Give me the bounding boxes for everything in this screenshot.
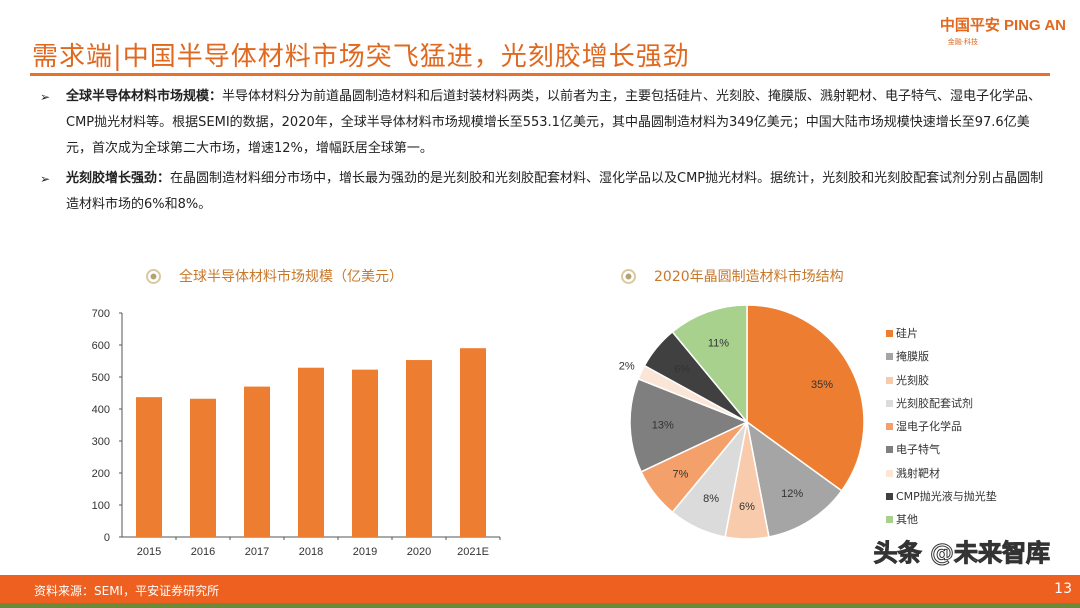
legend-swatch [886, 469, 893, 477]
slice-label: 13% [652, 420, 674, 432]
circle-bullet-icon [621, 268, 636, 284]
bar-chart-title-text: 全球半导体材料市场规模（亿美元） [179, 269, 403, 285]
bar [352, 369, 378, 537]
legend-item: 光刻胶 [886, 369, 997, 392]
footer-line [0, 603, 1080, 608]
source-note: 资料来源：SEMI，平安证券研究所 [34, 584, 220, 598]
y-tick-label: 500 [92, 372, 110, 384]
legend-item: 硅片 [886, 322, 997, 345]
legend-swatch [886, 330, 893, 337]
logo-text: 中国平安 PING AN [939, 17, 1066, 34]
page-number: 13 [1054, 581, 1072, 597]
slice-label: 8% [703, 493, 719, 505]
legend-label: 光刻胶 [896, 373, 929, 387]
bar-chart: 0 100 200 300 400 500 600 700 2015 2016 2017 2018 20… [92, 308, 501, 558]
slice-label: 12% [781, 488, 803, 500]
legend-swatch [886, 516, 893, 524]
footer-bar: 资料来源：SEMI，平安证券研究所 13 [0, 575, 1080, 603]
bar [298, 367, 324, 537]
bullet-text: 半导体材料分为前道晶圆制造材料和后道封装材料两类，以前者为主，主要包括硅片、光刻… [66, 89, 1042, 156]
y-tick-label: 600 [92, 340, 110, 352]
bullet-heading: 光刻胶增长强劲： [66, 171, 171, 186]
bullet-heading: 全球半导体材料市场规模： [66, 89, 223, 104]
pingan-logo: 中国平安 PING AN 金融·科技 [940, 14, 1066, 47]
bar-chart-title: 全球半导体材料市场规模（亿美元） [146, 266, 403, 286]
bullet-item: ➢ 光刻胶增长强劲：在晶圆制造材料细分市场中，增长最为强劲的是光刻胶和光刻胶配套材… [40, 166, 1050, 218]
x-tick-label: 2018 [299, 546, 323, 558]
legend-item: CMP抛光液与抛光垫 [886, 485, 997, 508]
bar [190, 398, 216, 537]
legend-label: 其他 [896, 513, 918, 527]
bar [136, 397, 162, 537]
legend-swatch [886, 493, 893, 501]
x-tick-label: 2015 [137, 546, 161, 558]
slice-label: 35% [811, 379, 833, 391]
bullet-item: ➢ 全球半导体材料市场规模：半导体材料分为前道晶圆制造材料和后道封装材料两类，以前… [40, 84, 1050, 162]
bar [460, 348, 486, 537]
legend-item: 其他 [886, 508, 997, 531]
bar [244, 386, 270, 537]
arrow-bullet-icon: ➢ [40, 90, 51, 104]
pie-chart-title-text: 2020年晶圆制造材料市场结构 [654, 269, 844, 285]
legend-swatch [886, 446, 893, 454]
legend-item: 湿电子化学品 [886, 415, 997, 438]
legend-item: 溅射靶材 [886, 462, 997, 485]
pie-chart-title: 2020年晶圆制造材料市场结构 [621, 266, 844, 286]
slice-label: 7% [672, 469, 688, 481]
x-tick-label: 2017 [245, 546, 269, 558]
pie-slice [745, 420, 843, 538]
pie-slice [746, 304, 865, 492]
legend-label: 掩膜版 [896, 350, 929, 364]
x-tick-label: 2019 [353, 546, 377, 558]
logo-subtitle: 金融·科技 [947, 38, 978, 46]
pie-legend: 硅片掩膜版光刻胶光刻胶配套试剂 湿电子化学品 电子特气溅射靶材 CMP抛光液与抛光垫其… [886, 322, 997, 532]
y-tick-label: 0 [104, 532, 110, 544]
y-tick-label: 300 [92, 436, 110, 448]
y-tick-label: 100 [92, 500, 110, 512]
slice-label: 11% [708, 338, 729, 350]
page-title: 需求端|中国半导体材料市场突飞猛进，光刻胶增长强劲 [32, 42, 690, 72]
legend-swatch [886, 353, 893, 361]
bullet-list: ➢ 全球半导体材料市场规模：半导体材料分为前道晶圆制造材料和后道封装材料两类，以前… [40, 84, 1050, 222]
y-tick-label: 400 [92, 404, 110, 416]
legend-label: 光刻胶配套试剂 [896, 396, 973, 410]
y-tick-label: 200 [92, 468, 110, 480]
legend-swatch [886, 423, 893, 431]
pie-chart: 35% 12% 6% 8% 7% 13% 2% 6% 11% [619, 304, 865, 540]
legend-swatch [886, 376, 893, 384]
legend-label: 溅射靶材 [896, 466, 940, 480]
pie-slice [671, 304, 748, 425]
x-tick-label: 2021E [457, 546, 489, 558]
slice-label: 6% [739, 501, 755, 513]
arrow-bullet-icon: ➢ [40, 172, 51, 186]
legend-label: 硅片 [896, 327, 918, 340]
legend-swatch [886, 399, 893, 407]
y-tick-label: 700 [92, 308, 110, 320]
bar [406, 360, 432, 537]
x-tick-label: 2016 [191, 546, 215, 558]
legend-item: 电子特气 [886, 438, 997, 461]
pie-slice [629, 377, 749, 473]
bullet-text: 在晶圆制造材料细分市场中，增长最为强劲的是光刻胶和光刻胶配套材料、湿化学品以及C… [66, 171, 1044, 212]
circle-bullet-icon [146, 268, 161, 284]
slice-label: 6% [674, 363, 690, 375]
legend-label: 湿电子化学品 [896, 420, 962, 434]
slice-label: 2% [619, 360, 635, 372]
x-tick-label: 2020 [407, 546, 431, 558]
legend-item: 光刻胶配套试剂 [886, 392, 997, 415]
legend-label: 电子特气 [896, 443, 940, 457]
title-divider [30, 73, 1050, 76]
legend-label: CMP抛光液与抛光垫 [896, 490, 997, 504]
legend-item: 掩膜版 [886, 345, 997, 368]
watermark: 头条 @未来智库 [873, 539, 1050, 568]
